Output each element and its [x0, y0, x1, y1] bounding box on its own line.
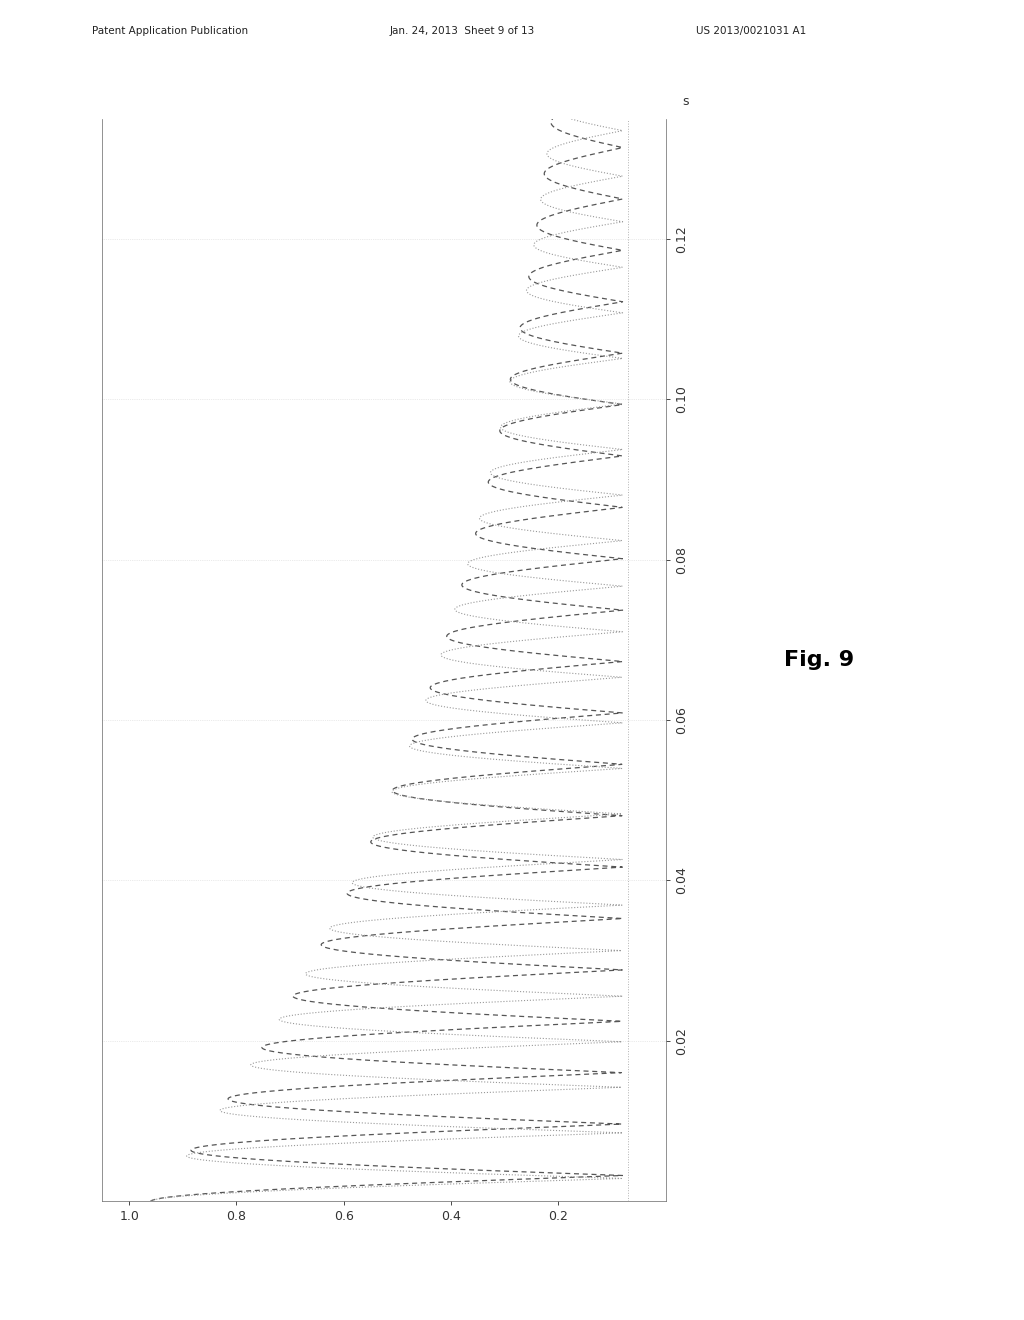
Text: Jan. 24, 2013  Sheet 9 of 13: Jan. 24, 2013 Sheet 9 of 13 — [389, 26, 535, 37]
Text: Patent Application Publication: Patent Application Publication — [92, 26, 248, 37]
Text: Fig. 9: Fig. 9 — [784, 649, 854, 671]
Text: s: s — [683, 95, 689, 108]
Text: US 2013/0021031 A1: US 2013/0021031 A1 — [696, 26, 807, 37]
